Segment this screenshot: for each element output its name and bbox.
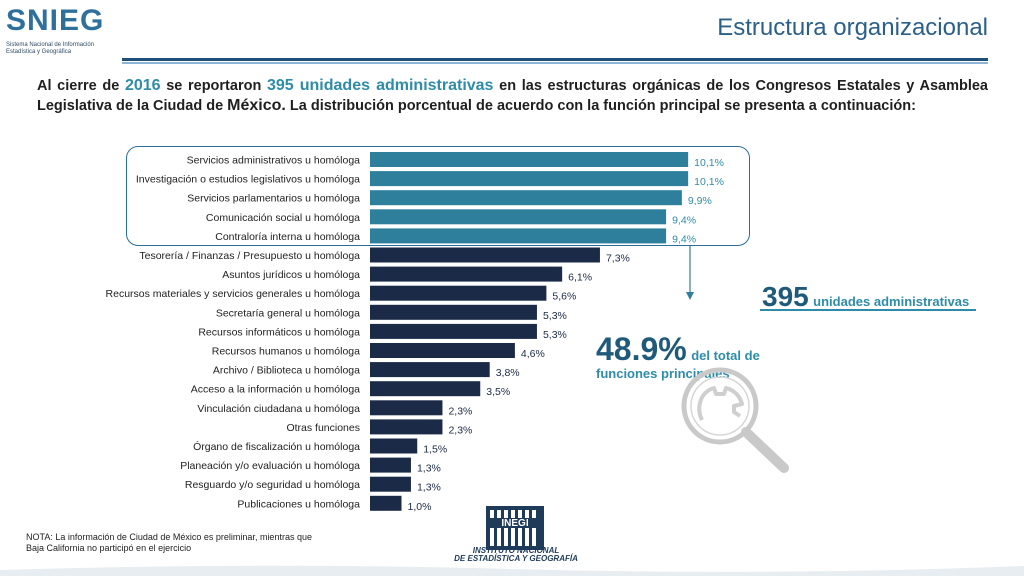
units-underline: [760, 309, 976, 311]
category-label: Investigación o estudios legislativos u …: [136, 174, 360, 186]
inegi-name-line1: INSTITUTO NACIONAL: [472, 546, 560, 555]
intro-text-3b: México.: [227, 97, 286, 114]
page-title: Estructura organizacional: [717, 14, 988, 41]
intro-year: 2016: [124, 77, 161, 94]
value-label: 4,6%: [521, 348, 545, 360]
value-label: 1,3%: [417, 482, 441, 494]
bar: [370, 209, 667, 225]
bar: [370, 266, 563, 282]
value-label: 9,9%: [688, 195, 712, 207]
value-label: 9,4%: [672, 233, 696, 245]
value-label: 7,3%: [606, 253, 630, 265]
category-label: Órgano de fiscalización u homóloga: [193, 440, 360, 453]
intro-paragraph: Al cierre de 2016 se reportaron 395 unid…: [37, 76, 988, 116]
share-callout: 48.9% del total de funciones principales: [596, 331, 760, 381]
category-label: Servicios parlamentarios u homóloga: [187, 193, 360, 205]
highlight-bracket: [126, 146, 750, 246]
category-label: Contraloría interna u homóloga: [215, 231, 360, 243]
category-label: Planeación y/o evaluación u homóloga: [180, 460, 360, 472]
value-label: 6,1%: [568, 272, 592, 284]
inegi-wordmark: INEGI: [501, 518, 528, 529]
header-rule: [122, 58, 988, 61]
bar: [370, 304, 537, 320]
intro-units: 395 unidades administrativas: [266, 77, 494, 94]
value-label: 1,5%: [423, 444, 447, 456]
inegi-name-line2: DE ESTADÍSTICA Y GEOGRAFÍA: [454, 554, 578, 563]
value-label: 3,8%: [496, 367, 520, 379]
value-label: 2,3%: [448, 424, 472, 436]
value-label: 3,5%: [486, 386, 510, 398]
bar: [370, 495, 402, 511]
share-text-1: del total de: [691, 348, 760, 363]
bar: [370, 457, 411, 473]
value-label: 2,3%: [448, 405, 472, 417]
category-label: Acceso a la información u homóloga: [191, 384, 360, 396]
value-label: 5,3%: [543, 310, 567, 322]
value-label: 5,3%: [543, 329, 567, 341]
logo-subtitle-line2: Estadística y Geográfica: [6, 49, 72, 55]
category-label: Recursos informáticos u homóloga: [198, 326, 360, 338]
bottom-decoration: [0, 565, 1024, 576]
bar: [370, 171, 689, 187]
category-label: Recursos humanos u homóloga: [212, 346, 360, 358]
bar: [370, 228, 667, 244]
intro-text-1: Al cierre de: [37, 78, 120, 94]
bar: [370, 285, 547, 301]
logo-subtitle-line1: Sistema Nacional de Información: [6, 42, 95, 48]
bar: [370, 362, 490, 378]
magnifier-gear-icon: [681, 367, 789, 473]
down-arrow-icon: [686, 246, 694, 300]
category-label: Vinculación ciudadana u homóloga: [197, 403, 360, 415]
bar: [370, 247, 600, 263]
value-label: 1,3%: [417, 463, 441, 475]
footnote: NOTA: La información de Ciudad de México…: [26, 532, 312, 553]
units-callout: 395 unidades administrativas: [762, 281, 969, 313]
intro-text-3: en las estructuras orgánicas de los Cong…: [37, 78, 988, 114]
value-label: 5,6%: [552, 291, 576, 303]
bar: [370, 343, 515, 358]
category-label: Comunicación social u homóloga: [206, 212, 360, 224]
logo-subtitle: Sistema Nacional de Información Estadíst…: [6, 42, 126, 56]
bar: [370, 400, 443, 416]
value-label: 10,1%: [694, 176, 724, 188]
bar: [370, 152, 689, 167]
intro-text-4: La distribución porcentual de acuerdo co…: [289, 98, 916, 114]
category-label: Archivo / Biblioteca u homóloga: [213, 365, 360, 377]
value-label: 10,1%: [694, 157, 724, 169]
share-number: 48.9%: [596, 331, 687, 367]
bar: [370, 381, 481, 397]
category-label: Otras funciones: [286, 422, 360, 434]
inegi-logo: INEGI: [486, 506, 544, 550]
category-label: Tesorería / Finanzas / Presupuesto u hom…: [139, 250, 360, 262]
category-label: Asuntos jurídicos u homóloga: [222, 269, 360, 281]
category-label: Recursos materiales y servicios generale…: [106, 288, 361, 300]
category-label: Secretaría general u homóloga: [216, 307, 360, 319]
units-number: 395: [762, 281, 809, 312]
category-label: Resguardo y/o seguridad u homóloga: [185, 479, 360, 491]
bar: [370, 438, 418, 454]
logo-wordmark: SNIEG: [6, 4, 105, 37]
value-label: 1,0%: [408, 501, 432, 513]
intro-text-2: se reportaron: [166, 78, 262, 94]
snieg-logo: SNIEG Sistema Nacional de Información Es…: [6, 4, 136, 56]
bar: [370, 190, 682, 206]
value-label: 9,4%: [672, 214, 696, 226]
bar: [370, 323, 537, 339]
bar: [370, 419, 443, 435]
bar: [370, 476, 411, 492]
units-text: unidades administrativas: [813, 294, 970, 309]
category-label: Publicaciones u homóloga: [237, 498, 360, 510]
header-rule-light: [122, 62, 988, 64]
category-label: Servicios administrativos u homóloga: [187, 155, 360, 167]
